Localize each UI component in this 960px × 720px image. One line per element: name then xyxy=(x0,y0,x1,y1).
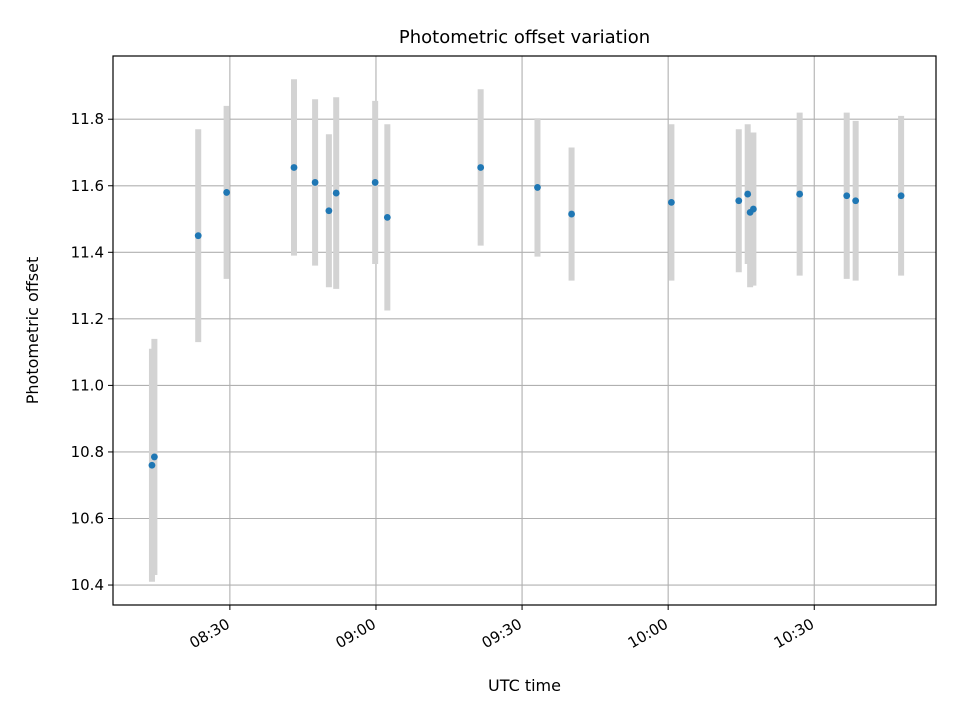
data-point xyxy=(897,192,905,200)
data-point xyxy=(534,184,541,191)
y-tick-label: 11.4 xyxy=(71,243,104,261)
y-tick-label: 11.2 xyxy=(71,310,104,328)
x-axis-label: UTC time xyxy=(488,676,561,695)
data-point xyxy=(843,192,851,200)
data-point xyxy=(223,189,231,196)
y-tick-label: 10.4 xyxy=(71,576,104,594)
data-point xyxy=(194,232,202,240)
x-tick-label: 10:00 xyxy=(625,615,671,652)
y-axis-label: Photometric offset xyxy=(23,257,42,405)
y-tick-label: 11.0 xyxy=(71,376,104,394)
data-point xyxy=(290,164,298,171)
y-tick-label: 11.8 xyxy=(71,110,104,128)
data-point xyxy=(325,207,333,215)
data-point xyxy=(744,190,752,198)
data-point xyxy=(568,210,575,218)
data-point xyxy=(852,197,860,205)
data-point xyxy=(477,164,485,171)
plot-frame xyxy=(112,55,937,606)
data-point xyxy=(148,461,156,469)
grid xyxy=(113,56,936,605)
data-point xyxy=(383,213,391,221)
data-point xyxy=(735,197,743,205)
data-point xyxy=(668,199,675,206)
data-point xyxy=(371,179,379,186)
data-point xyxy=(749,205,757,213)
x-tick-label: 08:30 xyxy=(186,615,232,652)
x-tick-label: 10:30 xyxy=(771,615,817,652)
ticks: 10.4 10.6 10.8 11.0 11.2 11.4 11.6 11.8 08:30 09:… xyxy=(71,110,818,652)
data-point xyxy=(796,190,804,198)
data-point xyxy=(150,453,158,461)
data-points xyxy=(148,164,905,469)
y-tick-label: 11.6 xyxy=(71,177,104,195)
x-tick-label: 09:00 xyxy=(333,615,379,652)
x-tick-label: 09:30 xyxy=(479,615,525,652)
data-point xyxy=(332,189,340,197)
y-tick-label: 10.6 xyxy=(71,509,104,527)
error-bars xyxy=(148,79,905,582)
data-point xyxy=(311,179,319,186)
y-tick-label: 10.8 xyxy=(71,443,104,461)
chart-title: Photometric offset variation xyxy=(399,27,650,48)
